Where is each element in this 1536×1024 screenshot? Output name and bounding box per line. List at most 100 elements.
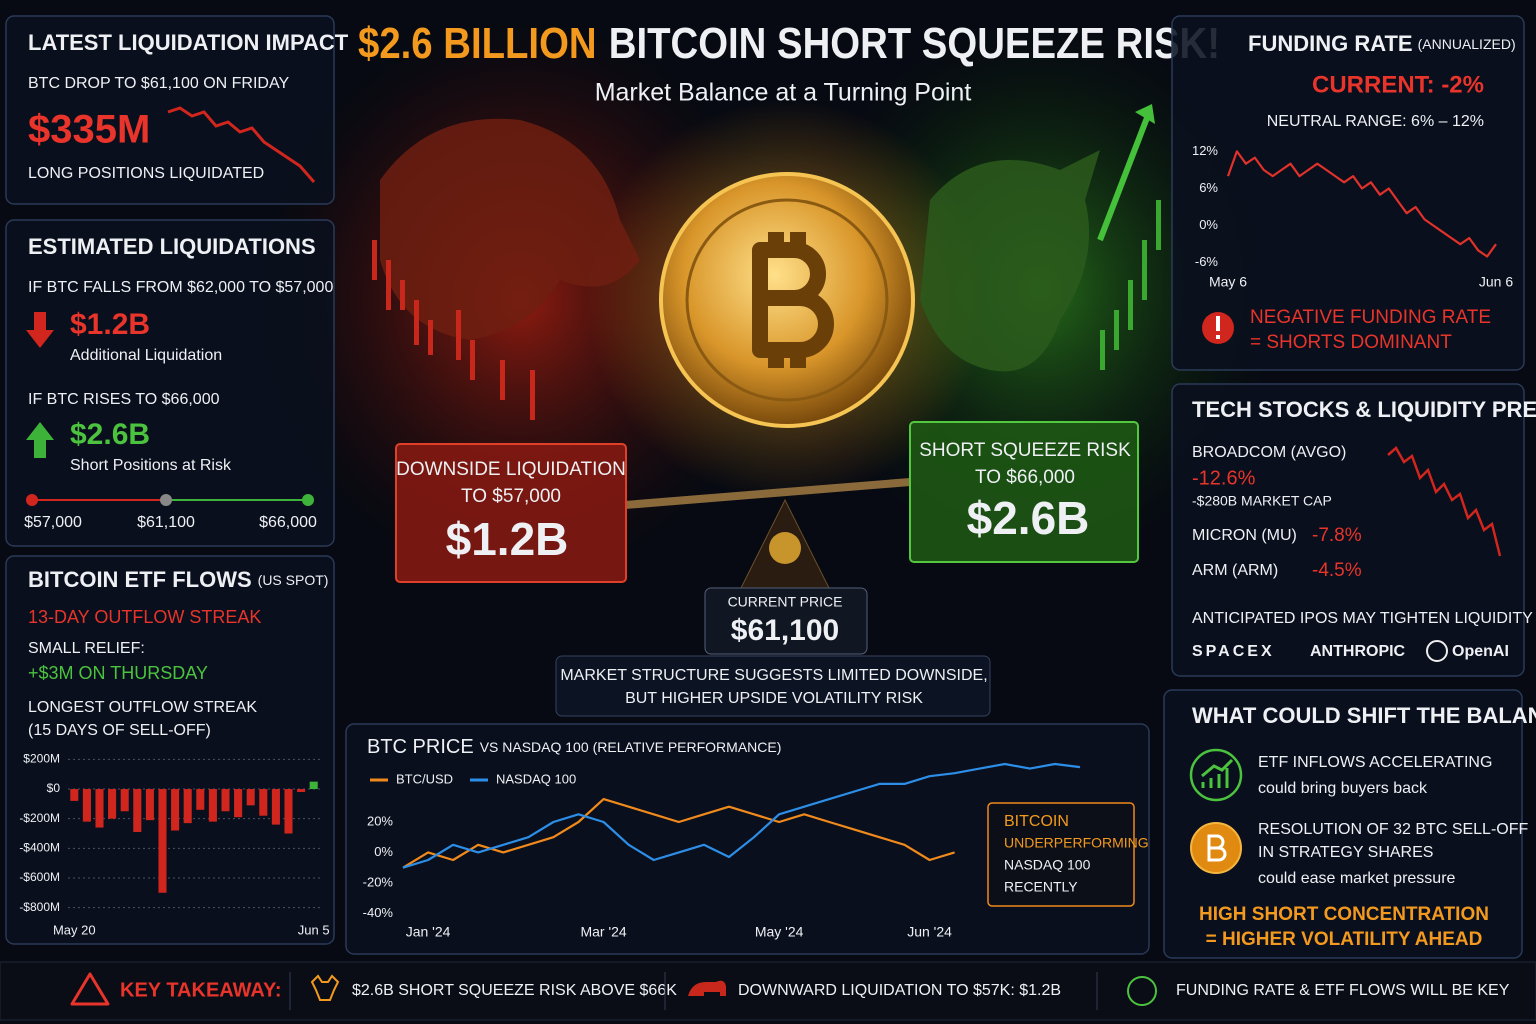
bear-silhouette	[380, 118, 640, 340]
bar	[309, 781, 318, 790]
up-arrow	[26, 422, 54, 458]
current-price-box	[704, 587, 868, 655]
shift-item-note: could ease market pressure	[1258, 870, 1456, 887]
panel-funding	[1171, 15, 1525, 371]
comparison-chart: 20% 0% -20% -40% Jan '24 Mar '24 May '24 Jun '2…	[363, 762, 1081, 940]
tech-sparkline	[1387, 446, 1502, 557]
title-note: (US SPOT)	[258, 572, 329, 588]
inflow-icon-mark	[1201, 758, 1234, 788]
bear-icon	[688, 980, 726, 996]
y-tick-label: $200M	[23, 752, 60, 766]
x-tick-label: Jun 6	[1479, 274, 1513, 290]
panel-estimated	[5, 219, 335, 547]
y-tick-label: -$400M	[19, 840, 60, 854]
stock-change: -7.8%	[1312, 525, 1362, 546]
etf-longest-note: (15 DAYS OF SELL-OFF)	[28, 722, 211, 739]
stock-name: BROADCOM (AVGO)	[1192, 444, 1346, 461]
bull-icon	[310, 974, 340, 1001]
bar	[108, 789, 117, 819]
takeaway-bar	[0, 961, 1536, 1021]
title-text: FUNDING RATE	[1248, 31, 1413, 56]
scale-dot	[302, 494, 314, 506]
down-arrow	[26, 312, 54, 348]
inflow-icon	[1189, 748, 1243, 802]
title-note: (RELATIVE PERFORMANCE)	[593, 739, 782, 755]
current-price: $61,100	[731, 614, 839, 647]
openai-logo	[1426, 640, 1448, 662]
bar	[246, 789, 255, 806]
bitcoin-icon-mark	[1207, 834, 1227, 862]
bar	[234, 789, 243, 818]
rise-condition: IF BTC RISES TO $66,000	[28, 391, 220, 408]
rise-caption: Short Positions at Risk	[70, 457, 232, 474]
bar	[70, 789, 79, 801]
bull-silhouette	[920, 150, 1100, 372]
legend-label: NASDAQ 100	[496, 771, 576, 786]
x-tick-label: May '24	[755, 924, 804, 940]
x-tick-label: Jun 5	[298, 922, 330, 937]
rise-amount: $2.6B	[70, 418, 150, 451]
title-highlight: $2.6 BILLION	[358, 19, 597, 68]
bar	[297, 789, 306, 793]
bar	[271, 789, 280, 825]
subtitle: Market Balance at a Turning Point	[595, 79, 972, 107]
funding-current: CURRENT: -2%	[1312, 71, 1484, 98]
scale-label: $61,100	[137, 514, 195, 531]
scale-dot	[26, 494, 38, 506]
funding-warning: NEGATIVE FUNDING RATE	[1250, 307, 1491, 328]
title-text: BTC PRICE	[367, 736, 474, 758]
scale-label: $66,000	[259, 514, 317, 531]
panel-etf	[5, 555, 335, 945]
fall-amount: $1.2B	[70, 308, 150, 341]
takeaway-label: KEY TAKEAWAY:	[120, 979, 282, 1001]
candles-green	[1100, 200, 1161, 370]
x-tick-label: May 20	[53, 922, 96, 937]
data-line	[402, 798, 955, 869]
bar	[284, 789, 293, 834]
y-tick-label: -$800M	[19, 900, 60, 914]
structure-box	[555, 655, 991, 717]
takeaway-item: $2.6B SHORT SQUEEZE RISK ABOVE $66K	[352, 982, 677, 999]
y-tick-label: 20%	[367, 813, 393, 828]
squeeze-target: TO $66,000	[975, 467, 1075, 488]
main-title: $2.6 BILLIONBITCOIN SHORT SQUEEZE RISK!	[358, 19, 1220, 68]
warning-icon-mark	[1216, 335, 1220, 339]
impact-caption: LONG POSITIONS LIQUIDATED	[28, 165, 264, 182]
funding-chart: 12% 6% 0% -6% May 6 Jun 6	[1192, 143, 1513, 290]
bar	[145, 789, 154, 821]
panel-title: FUNDING RATE (ANNUALIZED)	[1248, 31, 1516, 56]
squeeze-amount: $2.6B	[967, 492, 1090, 544]
panel-tech	[1171, 383, 1525, 677]
up-arrow-head	[1135, 104, 1155, 124]
y-tick-label: -40%	[363, 905, 394, 920]
stock-name: ARM (ARM)	[1192, 562, 1278, 579]
y-tick-label: -$600M	[19, 870, 60, 884]
stock-name: MICRON (MU)	[1192, 527, 1297, 544]
title-vs: VS NASDAQ 100	[480, 739, 589, 755]
legend-label: BTC/USD	[396, 771, 453, 786]
bar	[221, 789, 230, 812]
bar	[259, 789, 268, 816]
y-tick-label: -$200M	[19, 811, 60, 825]
panel-title: TECH STOCKS & LIQUIDITY PRESSURE	[1192, 397, 1536, 422]
funding-neutral: NEUTRAL RANGE: 6% – 12%	[1267, 113, 1484, 130]
flow-icon	[1127, 976, 1157, 1006]
bar	[196, 789, 205, 810]
stock-change: -12.6%	[1192, 467, 1256, 489]
structure-line: MARKET STRUCTURE SUGGESTS LIMITED DOWNSI…	[560, 667, 987, 684]
callout-line: NASDAQ 100	[1004, 857, 1091, 873]
title-text: BITCOIN ETF FLOWS	[28, 567, 252, 592]
bar	[120, 789, 129, 812]
panel-shift	[1163, 689, 1523, 959]
funding-warning: = SHORTS DOMINANT	[1250, 332, 1452, 353]
coin-ring	[685, 198, 889, 402]
bar	[183, 789, 192, 824]
panel-title: LATEST LIQUIDATION IMPACT	[28, 30, 349, 55]
ipo-name: SPACEX	[1192, 643, 1275, 660]
y-tick-label: -20%	[363, 874, 394, 889]
ipo-title: ANTICIPATED IPOS MAY TIGHTEN LIQUIDITY	[1192, 610, 1533, 627]
y-tick-label: 0%	[374, 844, 393, 859]
y-tick-label: $0	[47, 781, 61, 795]
balance-knob	[769, 532, 801, 564]
